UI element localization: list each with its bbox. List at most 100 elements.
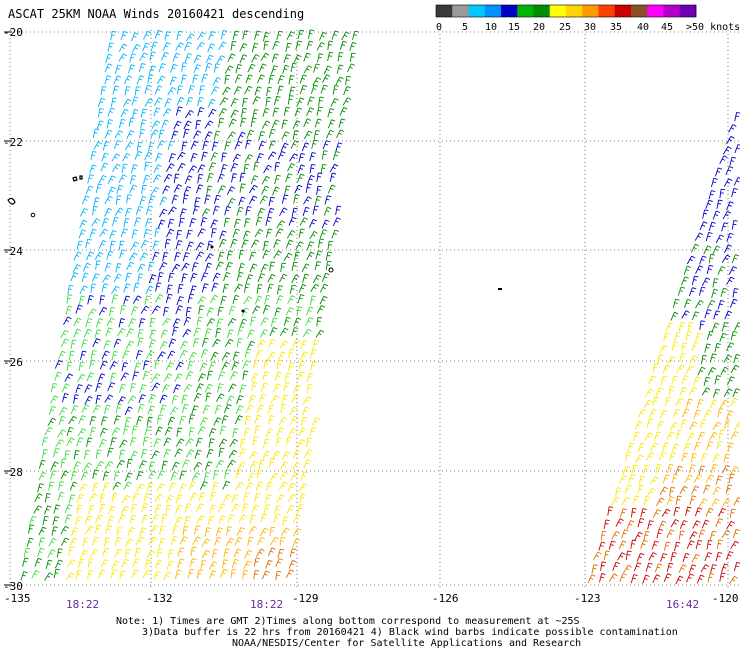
wind-barb	[686, 255, 696, 265]
wind-barb	[166, 560, 174, 570]
wind-barb	[699, 255, 707, 265]
wind-barb	[635, 454, 644, 464]
wind-barb	[217, 503, 226, 513]
lat-label: -30	[3, 580, 23, 593]
wind-barb	[150, 525, 159, 534]
wind-barb	[701, 277, 711, 287]
wind-barb	[179, 470, 187, 480]
wind-barb	[124, 207, 133, 217]
wind-barb	[159, 208, 168, 218]
wind-barb	[226, 329, 234, 339]
wind-barb	[105, 53, 113, 63]
wind-barb	[266, 86, 273, 97]
wind-barb	[236, 469, 242, 479]
legend-swatch	[501, 5, 518, 17]
wind-barb	[65, 572, 75, 581]
wind-barb	[226, 186, 236, 195]
wind-barb	[163, 306, 170, 317]
wind-barb	[303, 118, 312, 128]
islands	[7, 175, 502, 313]
wind-barb	[319, 295, 328, 305]
wind-barb	[222, 86, 231, 96]
wind-barb	[258, 459, 265, 469]
wind-barb	[278, 351, 286, 361]
wind-barb	[98, 174, 107, 184]
wind-barb	[723, 354, 732, 363]
wind-barb	[136, 141, 143, 152]
wind-barb	[242, 97, 248, 108]
wind-barb	[286, 504, 295, 514]
wind-barb	[224, 65, 234, 74]
wind-barb	[47, 417, 57, 427]
island-3	[30, 212, 36, 218]
wind-barb	[694, 441, 702, 451]
wind-barb	[225, 537, 235, 547]
wind-barb	[126, 328, 135, 337]
wind-barb	[262, 107, 270, 117]
wind-barb	[148, 142, 155, 152]
wind-barb	[718, 429, 725, 440]
wind-barb	[622, 465, 631, 475]
wind-barb	[139, 52, 148, 61]
wind-barb	[177, 547, 185, 557]
axis-labels: -20 -22 -24 -26 -28 -30 -135 -132 -129 -…	[3, 26, 739, 611]
wind-barb	[263, 40, 270, 51]
wind-barb	[291, 261, 298, 271]
wind-barb	[181, 62, 188, 72]
wind-barb	[322, 74, 331, 83]
wind-barb	[124, 472, 133, 482]
wind-barb	[234, 140, 243, 150]
wind-barb	[78, 229, 87, 239]
lat-label: -24	[3, 245, 23, 258]
wind-barb	[704, 309, 712, 319]
wind-barb	[265, 428, 274, 438]
wind-barb	[206, 318, 216, 327]
wind-barb	[76, 437, 84, 447]
wind-barb	[725, 484, 733, 494]
wind-barb	[212, 338, 221, 348]
wind-barb	[730, 330, 738, 341]
wind-barb	[281, 131, 290, 140]
wind-barb	[249, 184, 258, 194]
wind-barb	[255, 481, 264, 491]
wind-barb	[264, 494, 272, 504]
wind-barb	[256, 548, 265, 557]
wind-barb	[121, 362, 129, 372]
wind-barb	[200, 217, 208, 227]
wind-barb	[226, 395, 235, 405]
wind-barb	[705, 507, 714, 517]
wind-barb	[183, 186, 192, 196]
wind-barb	[196, 184, 204, 194]
wind-barb	[208, 361, 217, 371]
wind-barb	[276, 220, 286, 229]
wind-barb	[730, 540, 739, 550]
wind-barb	[245, 139, 252, 149]
wind-barb	[151, 373, 161, 382]
wind-barb	[257, 339, 266, 349]
wind-barb	[732, 528, 740, 539]
wind-barb	[197, 426, 206, 435]
wind-barb	[143, 492, 151, 503]
wind-barb	[250, 372, 259, 382]
wind-barb	[269, 326, 278, 336]
wind-barb	[281, 394, 289, 404]
wind-barb	[285, 436, 292, 447]
wind-barb	[316, 41, 326, 51]
wind-barb	[671, 473, 679, 484]
wind-barb	[92, 205, 98, 216]
wind-barb	[153, 571, 161, 581]
wind-barb	[138, 62, 146, 73]
wind-barb	[638, 442, 645, 453]
wind-barb	[219, 230, 227, 240]
wind-barb	[107, 107, 115, 117]
wind-barb	[188, 84, 196, 95]
wind-barb	[50, 382, 58, 393]
wind-barb	[209, 504, 217, 514]
wind-barb	[724, 419, 731, 429]
wind-barb	[652, 574, 661, 584]
wind-barb	[321, 150, 328, 160]
wind-barb	[303, 65, 313, 74]
wind-barb	[697, 366, 706, 376]
legend-label: 10	[485, 22, 497, 33]
legend-swatch	[468, 5, 486, 17]
